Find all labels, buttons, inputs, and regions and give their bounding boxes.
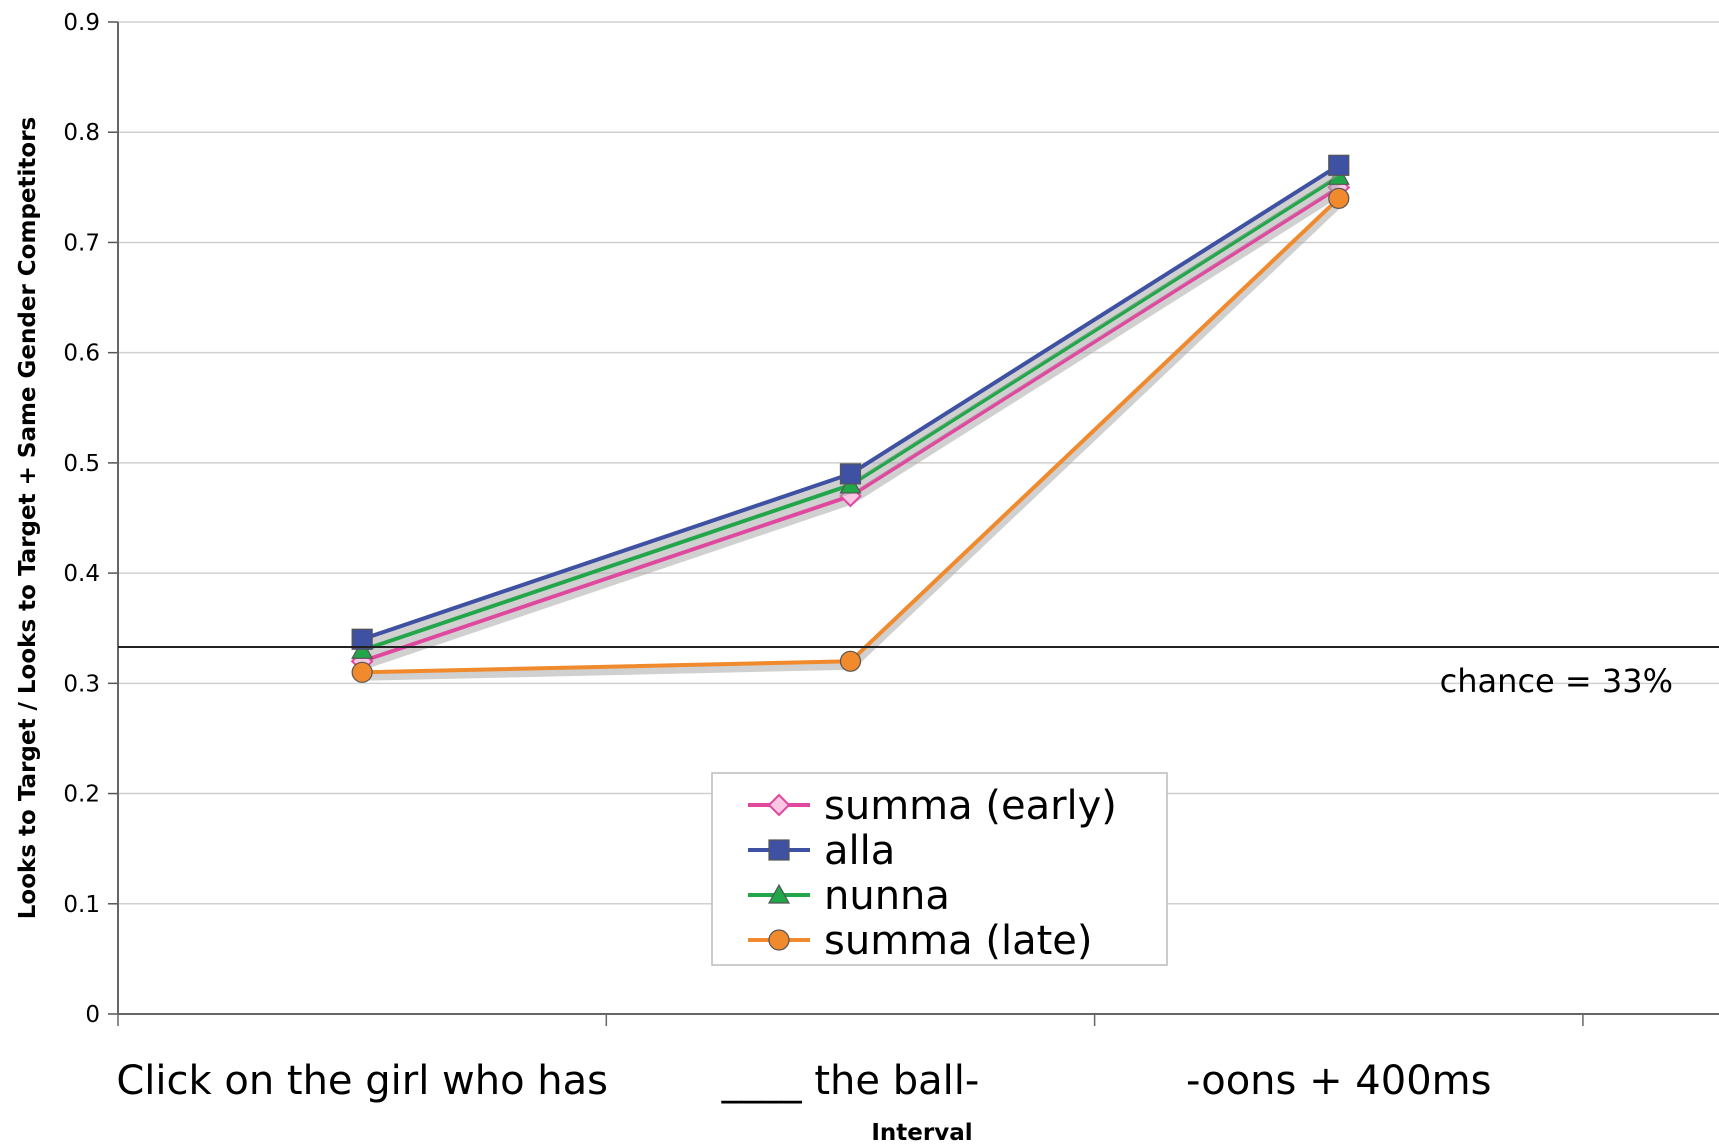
y-tick-label: 0.2 — [63, 782, 100, 808]
legend-entry: alla — [748, 828, 895, 874]
y-axis-ticks: 0 0.1 0.2 0.3 0.4 0.5 0.6 0.7 0.8 0.9 — [63, 10, 118, 1028]
data-point — [1328, 154, 1350, 176]
legend-label: alla — [824, 828, 895, 874]
data-point — [1328, 187, 1350, 209]
series-line — [361, 163, 1340, 642]
legend-marker — [767, 883, 791, 904]
legend-marker — [768, 839, 790, 861]
series-line — [361, 174, 1340, 653]
series-2 — [351, 165, 1350, 659]
legend-label: summa (late) — [824, 918, 1092, 964]
series-3 — [351, 187, 1350, 683]
x-category-label: Click on the girl who has — [116, 1058, 608, 1104]
legend-label: summa (early) — [824, 783, 1117, 829]
y-tick-label: 0.7 — [63, 230, 100, 256]
data-point — [839, 463, 862, 485]
axes — [117, 22, 1719, 1015]
series-layer — [350, 154, 1351, 683]
y-tick-label: 0.1 — [63, 892, 100, 918]
legend-entry: summa (early) — [748, 783, 1117, 829]
legend-marker — [767, 793, 791, 817]
x-axis-title: Interval — [871, 1120, 972, 1146]
y-tick-label: 0 — [85, 1002, 100, 1028]
legend-entry: nunna — [748, 873, 950, 919]
y-tick-label: 0.9 — [63, 10, 100, 36]
y-tick-label: 0.5 — [63, 451, 100, 477]
data-point — [351, 628, 373, 650]
data-point — [351, 661, 373, 683]
y-tick-label: 0.8 — [63, 120, 100, 146]
chance-label: chance = 33% — [1440, 662, 1673, 700]
series-line-shadow — [361, 165, 1343, 648]
x-category-label: ____ the ball- — [721, 1058, 980, 1104]
y-tick-label: 0.4 — [63, 561, 100, 587]
chance-reference: chance = 33% — [118, 645, 1719, 700]
y-tick-label: 0.3 — [63, 671, 100, 697]
y-tick-label: 0.6 — [63, 341, 100, 367]
data-point — [839, 650, 862, 672]
y-axis-title: Looks to Target / Looks to Target + Same… — [15, 117, 41, 919]
x-category-label: -oons + 400ms — [1186, 1058, 1491, 1104]
legend-entry: summa (late) — [748, 918, 1092, 964]
series-1 — [351, 154, 1350, 650]
legend-marker — [768, 929, 790, 951]
x-axis-ticks: Click on the girl who has ____ the ball- -… — [116, 1014, 1584, 1104]
legend-label: nunna — [824, 873, 950, 919]
series-line-shadow — [361, 176, 1343, 659]
